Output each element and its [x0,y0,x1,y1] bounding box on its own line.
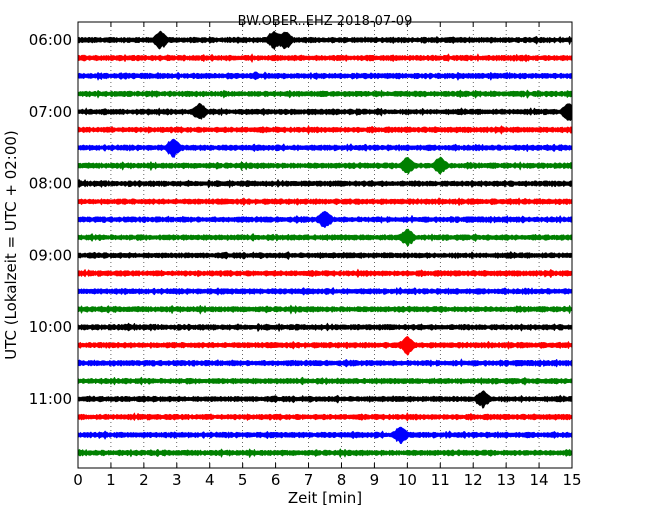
x-tick-label: 1 [106,471,116,489]
trace-1030 [77,358,573,368]
x-tick-label: 9 [370,471,380,489]
trace-0845 [77,228,573,247]
trace-0900 [77,250,573,261]
x-tick-label: 2 [139,471,149,489]
trace-0600 [77,30,573,51]
trace-group [77,30,573,459]
hour-label: 07:00 [29,103,72,121]
x-tick-label: 0 [73,471,83,489]
trace-1000 [77,322,573,333]
trace-1130 [77,426,573,445]
x-tick-label: 6 [271,471,281,489]
x-tick-label: 5 [238,471,248,489]
hour-label: 06:00 [29,31,72,49]
trace-1045 [77,376,573,386]
x-axis-label: Zeit [min] [288,489,362,507]
x-tick-label: 4 [205,471,215,489]
trace-0930 [77,286,573,296]
hour-label: 10:00 [29,318,72,336]
trace-0800 [77,178,573,189]
trace-0830 [77,210,573,229]
trace-0700 [77,102,573,122]
trace-1145 [77,447,573,459]
trace-0630 [77,71,573,82]
x-tick-label: 12 [464,471,483,489]
x-tick-label: 8 [337,471,347,489]
trace-1015 [77,335,573,356]
x-tick-label: 10 [398,471,417,489]
trace-1115 [77,411,573,422]
x-tick-label: 14 [530,471,549,489]
trace-1100 [77,390,573,409]
x-tick-label: 11 [431,471,450,489]
trace-0945 [77,304,573,315]
y-axis-label: UTC (Lokalzeit = UTC + 02:00) [2,130,20,360]
x-tick-label: 13 [497,471,516,489]
x-tick-label: 3 [172,471,182,489]
trace-0615 [77,53,573,64]
trace-0915 [77,268,573,279]
trace-0715 [77,124,573,135]
hour-label: 08:00 [29,175,72,193]
x-axis-ticks: 0 1 2 3 4 5 6 7 8 9 10 11 12 13 14 15 [73,22,582,489]
trace-0645 [77,89,573,100]
hour-label: 09:00 [29,246,72,264]
y-axis-hour-labels: 06:00 07:00 08:00 09:00 10:00 11:00 [29,31,572,408]
hour-label: 11:00 [29,390,72,408]
plot-frame [77,21,573,469]
trace-0745 [77,156,573,175]
x-tick-label: 15 [562,471,581,489]
trace-0815 [77,197,573,207]
trace-0730 [77,138,573,158]
x-tick-label: 7 [304,471,314,489]
